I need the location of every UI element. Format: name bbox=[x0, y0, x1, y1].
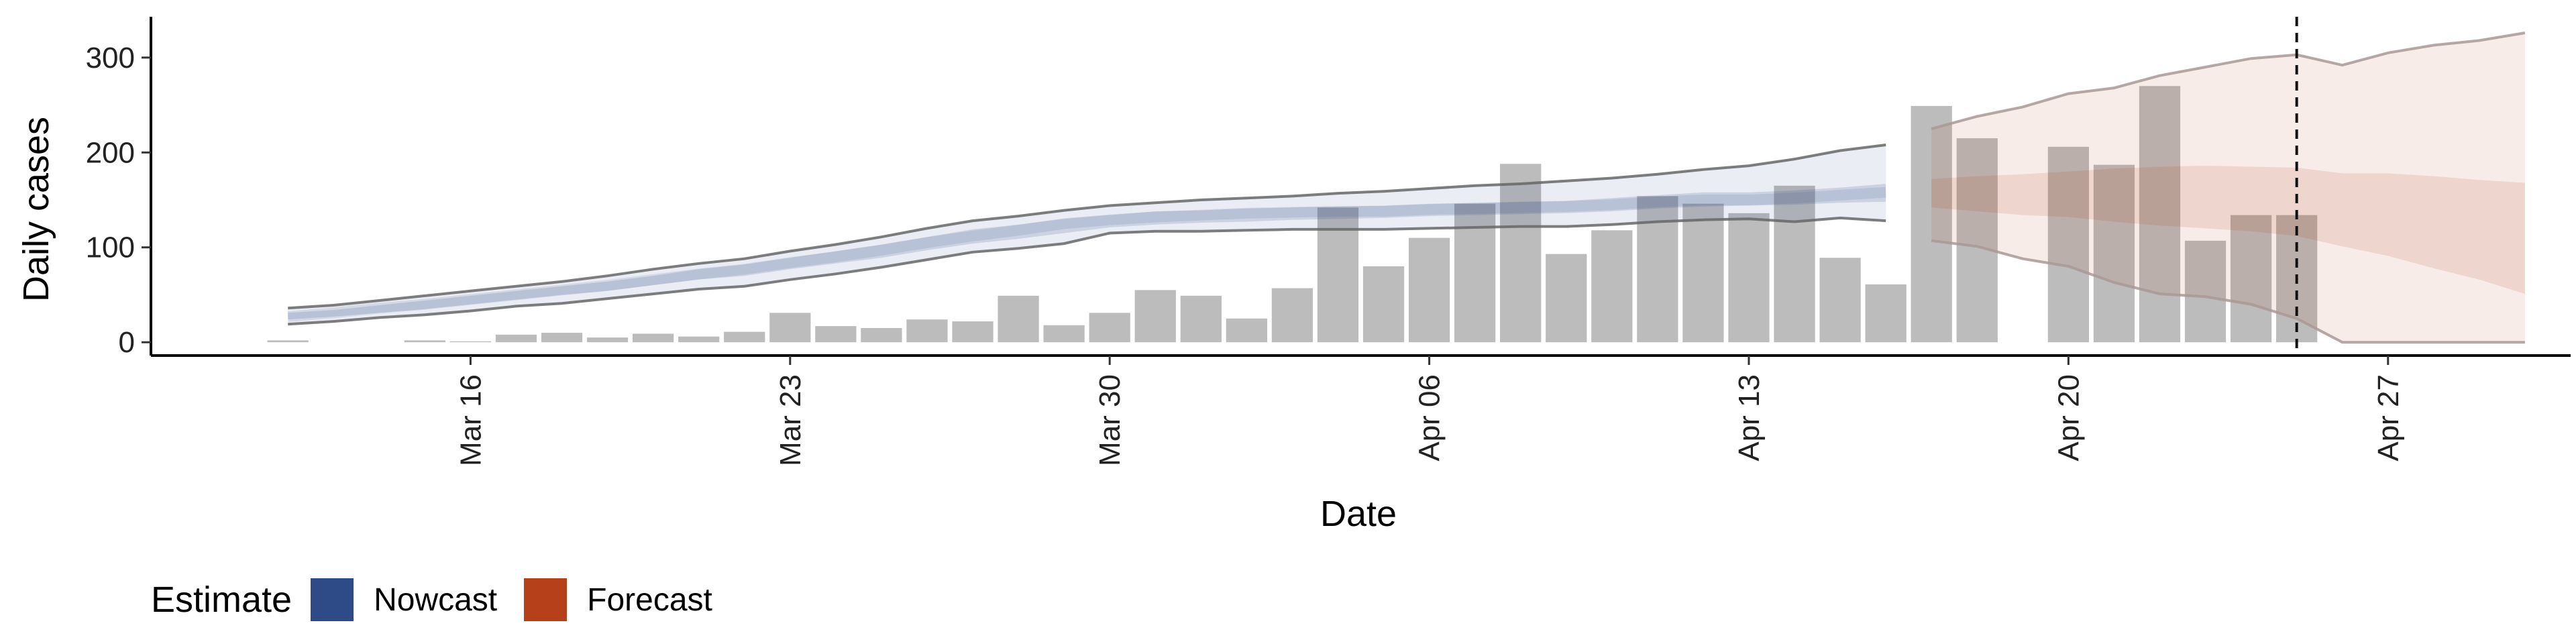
forecast-ribbon-50 bbox=[1931, 166, 2525, 294]
observed-bar-2020-04-08 bbox=[1500, 164, 1542, 343]
legend-label-forecast: Forecast bbox=[587, 582, 712, 618]
observed-bar-2020-04-24 bbox=[2230, 215, 2272, 343]
legend-item-forecast: Forecast bbox=[524, 578, 712, 621]
x-axis: Mar 16 Mar 23 Mar 30 Apr 06 Apr 13 Apr 20 Apr … bbox=[151, 354, 2571, 466]
y-axis: 0 100 200 300 bbox=[86, 17, 152, 359]
legend: Estimate Nowcast Forecast bbox=[151, 578, 739, 621]
observed-bar-2020-04-13 bbox=[1728, 213, 1770, 343]
observed-bar-2020-04-12 bbox=[1682, 203, 1724, 343]
observed-bar-2020-03-17 bbox=[495, 334, 537, 343]
x-tick-label: Apr 06 bbox=[1413, 374, 1446, 462]
y-tick-label: 300 bbox=[86, 42, 135, 74]
observed-bar-2020-04-05 bbox=[1362, 266, 1405, 343]
observed-bar-2020-04-01 bbox=[1180, 295, 1222, 343]
x-tick-label: Apr 27 bbox=[2372, 374, 2405, 462]
forecast-lower-line bbox=[1931, 239, 2525, 344]
observed-bar-2020-03-19 bbox=[586, 337, 629, 343]
nowcast-median-band bbox=[287, 186, 1886, 322]
nowcast-lower-line bbox=[288, 216, 1886, 326]
observed-bar-2020-04-09 bbox=[1546, 254, 1587, 343]
observed-bar-2020-04-17 bbox=[1911, 105, 1952, 343]
observed-bar-2020-04-20 bbox=[2047, 146, 2090, 343]
observed-bar-2020-04-18 bbox=[1956, 138, 1998, 343]
observed-bar-2020-04-03 bbox=[1271, 288, 1313, 343]
nowcast-upper-line bbox=[288, 144, 1886, 310]
observed-bar-2020-03-12 bbox=[267, 340, 309, 343]
forecast-ribbon-90 bbox=[1931, 33, 2525, 343]
observed-bar-2020-04-16 bbox=[1865, 284, 1907, 343]
observed-bar-2020-03-15 bbox=[404, 340, 445, 343]
observed-bar-2020-03-22 bbox=[724, 331, 765, 343]
observed-bar-2020-03-28 bbox=[998, 295, 1039, 343]
observed-bar-2020-03-24 bbox=[815, 326, 857, 343]
observed-bar-2020-03-20 bbox=[632, 333, 674, 343]
y-tick-label: 0 bbox=[119, 326, 135, 359]
observed-bar-2020-04-15 bbox=[1819, 258, 1861, 343]
observed-bar-2020-03-31 bbox=[1134, 290, 1176, 343]
legend-item-nowcast: Nowcast bbox=[311, 578, 497, 621]
x-tick-label: Mar 16 bbox=[454, 374, 487, 466]
forecast-upper-line bbox=[1931, 32, 2526, 130]
observed-bar-2020-03-25 bbox=[861, 327, 902, 343]
legend-title: Estimate bbox=[151, 580, 292, 620]
observed-bar-2020-04-14 bbox=[1774, 185, 1815, 343]
nowcast-ribbon-50 bbox=[288, 184, 1886, 320]
nowcast-ribbon-90 bbox=[288, 145, 1886, 325]
observed-bar-2020-04-22 bbox=[2139, 86, 2181, 343]
legend-swatch-forecast bbox=[524, 578, 568, 621]
plot-area bbox=[267, 17, 2526, 356]
observed-bar-2020-03-18 bbox=[541, 333, 583, 343]
x-tick-label: Mar 30 bbox=[1093, 374, 1126, 466]
observed-bar-2020-03-29 bbox=[1043, 325, 1085, 343]
observed-bar-2020-04-10 bbox=[1591, 230, 1633, 343]
y-tick-label: 100 bbox=[86, 231, 135, 264]
observed-bar-2020-03-30 bbox=[1089, 313, 1130, 343]
observed-bar-2020-04-23 bbox=[2184, 240, 2226, 343]
observed-bar-2020-03-27 bbox=[952, 321, 994, 343]
x-axis-title: Date bbox=[1320, 494, 1397, 534]
observed-bar-2020-03-26 bbox=[906, 319, 948, 343]
legend-label-nowcast: Nowcast bbox=[374, 582, 498, 618]
legend-swatch-nowcast bbox=[311, 578, 354, 621]
x-tick-label: Mar 23 bbox=[774, 374, 807, 466]
observed-bar-2020-03-16 bbox=[449, 341, 492, 343]
y-axis-title: Daily cases bbox=[16, 117, 56, 302]
x-tick-label: Apr 20 bbox=[2052, 374, 2085, 462]
observed-bar-2020-03-21 bbox=[678, 336, 720, 343]
observed-bar-2020-04-02 bbox=[1226, 318, 1267, 343]
x-tick-label: Apr 13 bbox=[1733, 374, 1766, 462]
observed-bar-2020-04-21 bbox=[2093, 164, 2135, 343]
observed-bar-2020-04-06 bbox=[1408, 237, 1450, 343]
observed-bar-2020-03-23 bbox=[769, 313, 811, 343]
y-tick-label: 200 bbox=[86, 136, 135, 169]
